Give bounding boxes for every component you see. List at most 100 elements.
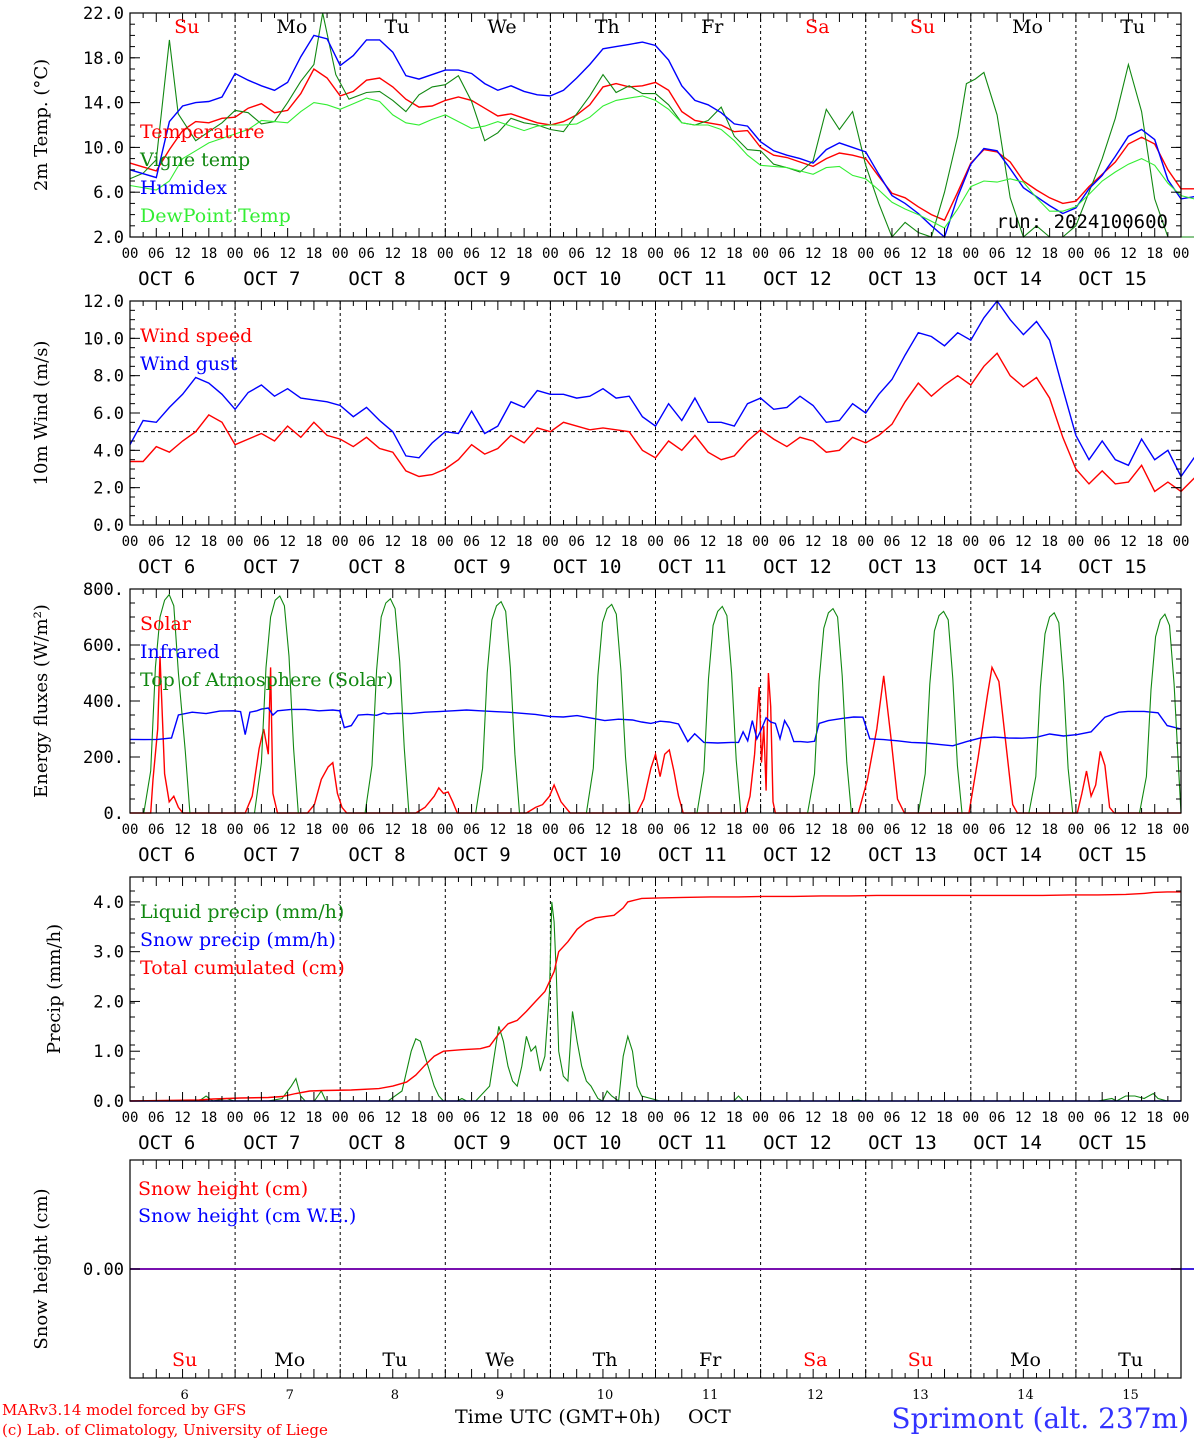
hour-label: 06 [673, 1110, 690, 1126]
date-label: OCT 13 [868, 556, 937, 578]
hour-label: 06 [568, 534, 585, 550]
y-axis-label: Precip (mm/h) [44, 924, 65, 1054]
hour-label: 00 [1173, 246, 1190, 262]
hour-label: 18 [726, 246, 743, 262]
weekday-label: Mo [1010, 1349, 1041, 1371]
hour-label: 00 [752, 246, 769, 262]
hour-label: 06 [568, 246, 585, 262]
hour-label: 00 [122, 534, 139, 550]
hour-label: 06 [568, 1110, 585, 1126]
day-number: 8 [391, 1388, 399, 1403]
series-line-wind-gust [129, 299, 1194, 478]
hour-label: 18 [305, 246, 322, 262]
hour-label: 18 [1041, 246, 1058, 262]
panel-1: 2.0 6.0 10.0 14.0 18.0 22.0 00 06 12 18 OCT 6 00 06 1… [31, 4, 1194, 290]
hour-label: 06 [148, 1110, 165, 1126]
hour-label: 00 [1067, 246, 1084, 262]
hour-label: 12 [1120, 1110, 1137, 1126]
hour-label: 18 [1146, 246, 1163, 262]
hour-label: 06 [778, 246, 795, 262]
hour-label: 12 [595, 246, 612, 262]
hour-label: 06 [778, 822, 795, 838]
hour-label: 12 [174, 246, 191, 262]
weekday-label: Tu [382, 1349, 407, 1371]
date-label: OCT 9 [453, 268, 510, 290]
hour-label: 06 [148, 246, 165, 262]
legend-entry: Top of Atmosphere (Solar) [140, 669, 393, 691]
plot-frame [129, 12, 1182, 238]
date-label: OCT 8 [348, 268, 405, 290]
weekday-label: Sa [805, 16, 829, 38]
day-number: 7 [286, 1388, 294, 1403]
date-label: OCT 10 [553, 1132, 622, 1154]
hour-label: 00 [332, 1110, 349, 1126]
hour-label: 12 [384, 246, 401, 262]
hour-label: 18 [831, 534, 848, 550]
weekday-label: Th [593, 1349, 618, 1371]
hour-label: 00 [122, 1110, 139, 1126]
hour-label: 00 [752, 534, 769, 550]
hour-label: 12 [174, 534, 191, 550]
weekday-label: Fr [699, 1349, 722, 1371]
y-tick-label: 2.0 [93, 992, 124, 1012]
y-tick-label: 2.0 [93, 228, 124, 248]
hour-label: 18 [1041, 1110, 1058, 1126]
date-label: OCT 7 [243, 556, 300, 578]
date-label: OCT 11 [658, 268, 727, 290]
hour-label: 00 [647, 246, 664, 262]
date-label: OCT 14 [973, 268, 1042, 290]
hour-label: 00 [542, 246, 559, 262]
hour-label: 18 [411, 822, 428, 838]
date-label: OCT 11 [658, 1132, 727, 1154]
hour-label: 18 [936, 1110, 953, 1126]
hour-label: 06 [989, 822, 1006, 838]
hour-label: 06 [884, 822, 901, 838]
hour-label: 18 [621, 822, 638, 838]
y-axis-label: 10m Wind (m/s) [31, 341, 52, 486]
x-axis-label: Time UTC (GMT+0h) [455, 1406, 661, 1428]
hour-label: 12 [700, 822, 717, 838]
hour-label: 12 [279, 534, 296, 550]
hour-label: 06 [358, 534, 375, 550]
weekday-label: Sa [803, 1349, 827, 1371]
hour-label: 00 [122, 246, 139, 262]
day-number: 10 [597, 1388, 614, 1403]
hour-label: 12 [384, 534, 401, 550]
y-tick-label: 8.0 [93, 367, 124, 387]
panel-3: 0. 200. 400. 600. 800. 00 06 12 18 OCT 6 00 06 12 18 O… [31, 580, 1189, 866]
hour-label: 18 [516, 246, 533, 262]
hour-label: 06 [358, 822, 375, 838]
hour-label: 12 [1120, 822, 1137, 838]
weekday-label: Su [908, 1349, 933, 1371]
hour-label: 00 [857, 534, 874, 550]
month-label: OCT [688, 1406, 731, 1428]
credit-line: MARv3.14 model forced by GFS [2, 1401, 246, 1419]
hour-label: 18 [726, 822, 743, 838]
hour-label: 18 [1146, 822, 1163, 838]
hour-label: 12 [174, 1110, 191, 1126]
y-tick-label: 4.0 [93, 893, 124, 913]
y-tick-label: 3.0 [93, 943, 124, 963]
hour-label: 00 [1067, 822, 1084, 838]
legend-entry: Snow precip (mm/h) [140, 929, 336, 951]
date-label: OCT 13 [868, 268, 937, 290]
hour-label: 12 [910, 534, 927, 550]
hour-label: 12 [700, 534, 717, 550]
date-label: OCT 13 [868, 1132, 937, 1154]
hour-label: 00 [122, 822, 139, 838]
y-axis-label: Energy fluxes (W/m²) [31, 604, 52, 798]
hour-label: 18 [200, 1110, 217, 1126]
hour-label: 00 [437, 246, 454, 262]
date-label: OCT 12 [763, 268, 832, 290]
hour-label: 06 [884, 246, 901, 262]
date-label: OCT 15 [1078, 844, 1147, 866]
y-tick-label: 0.0 [93, 516, 124, 536]
y-tick-label: 10.0 [83, 138, 124, 158]
date-label: OCT 12 [763, 1132, 832, 1154]
hour-label: 12 [489, 534, 506, 550]
hour-label: 18 [936, 534, 953, 550]
hour-label: 06 [463, 1110, 480, 1126]
run-annotation: run: 2024100600 [996, 211, 1168, 233]
hour-label: 06 [253, 246, 270, 262]
day-number: 15 [1122, 1388, 1139, 1403]
